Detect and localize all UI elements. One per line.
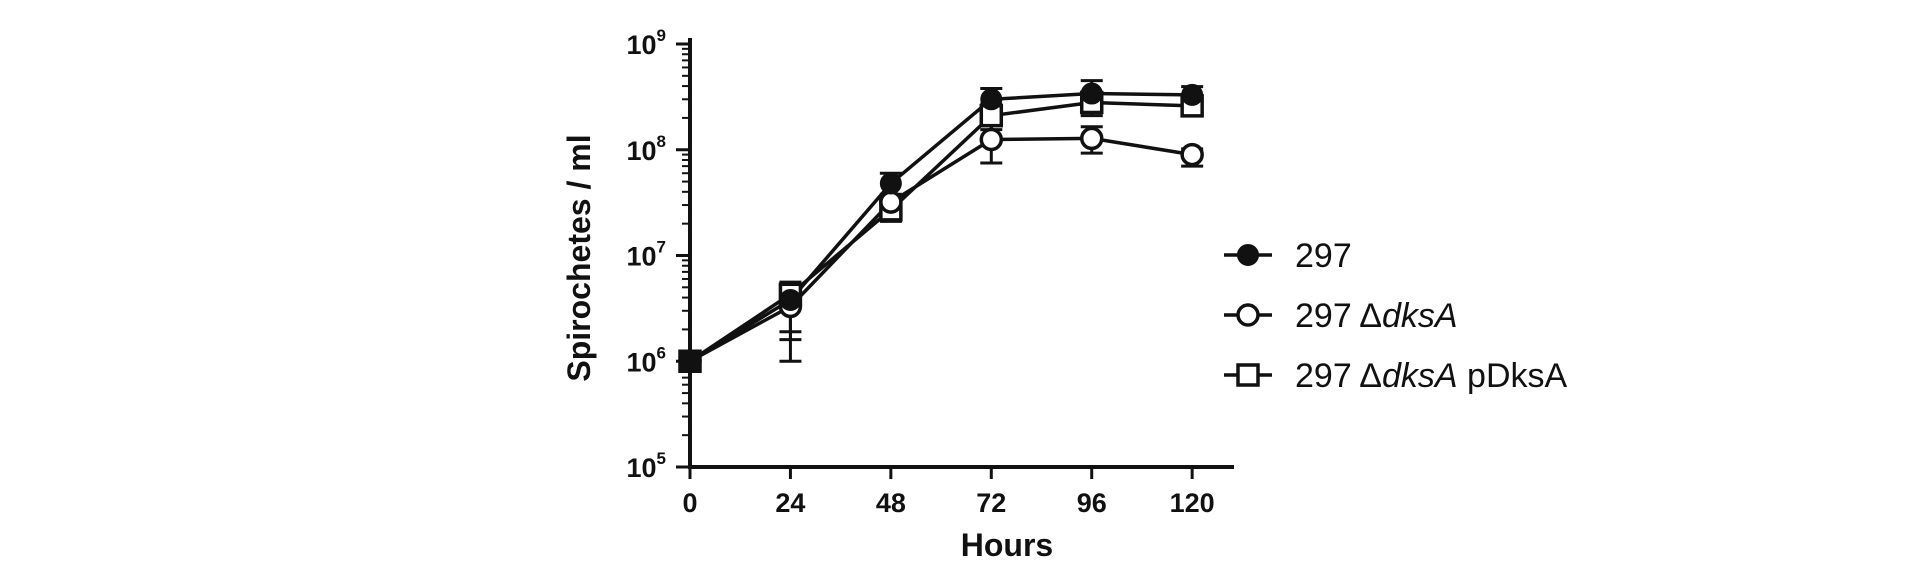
y-tick-label: 106 [626,343,666,377]
legend-marker [1236,303,1260,327]
y-tick-label: 109 [626,26,666,60]
legend-label: 297 ΔdksA [1295,297,1458,335]
legend-label-part: pDksA [1458,357,1568,395]
data-point [1079,126,1104,151]
legend-label: 297 ΔdksA pDksA [1295,357,1568,395]
y-tick-exponent: 5 [657,449,666,468]
y-tick-base: 10 [626,136,656,166]
y-tick-base: 10 [626,347,656,377]
plot-area [678,79,1204,373]
y-tick-label: 108 [626,132,666,166]
y-tick-exponent: 7 [657,238,666,257]
legend-label-part: 297 [1295,237,1352,275]
legend-label-part: dksA [1382,297,1458,335]
legend-item: 297 ΔdksA pDksA [1224,357,1568,395]
y-tick-exponent: 6 [657,343,666,362]
legend-label-part: 297 Δ [1295,357,1382,395]
legend-item: 297 [1224,237,1352,275]
legend-label-part: 297 Δ [1295,297,1382,335]
data-point [879,190,903,214]
y-tick-exponent: 9 [657,26,666,45]
data-point [1181,83,1204,106]
series-line [689,100,1193,363]
y-tick-label: 107 [626,238,666,272]
data-point [1080,82,1103,105]
y-tick-label: 105 [626,449,666,483]
x-tick-label: 48 [876,488,906,518]
data-point [1180,142,1204,167]
legend-item: 297 ΔdksA [1224,297,1458,335]
data-points [678,82,1204,373]
series-line [689,136,1193,363]
series-line [689,91,1193,363]
legend-label: 297 [1295,237,1352,275]
data-point [879,172,902,195]
x-tick-label: 72 [976,488,1006,518]
x-axis-label: Hours [961,527,1053,563]
data-point [679,350,701,373]
y-axis-label: Spirochetes / ml [561,134,597,381]
x-tick-label: 0 [682,488,697,518]
y-tick-base: 10 [626,30,656,60]
legend-label-part: dksA [1382,357,1458,395]
y-tick-base: 10 [626,453,656,483]
data-point [979,127,1004,152]
data-point [980,88,1003,111]
y-tick-exponent: 8 [657,132,666,151]
legend-marker [1236,363,1260,387]
data-point [779,288,802,311]
x-tick-label: 120 [1170,488,1215,518]
x-tick-label: 96 [1077,488,1107,518]
x-tick-label: 24 [775,488,805,518]
y-tick-base: 10 [626,242,656,272]
legend-marker [1237,244,1259,266]
series-lines [689,91,1193,363]
